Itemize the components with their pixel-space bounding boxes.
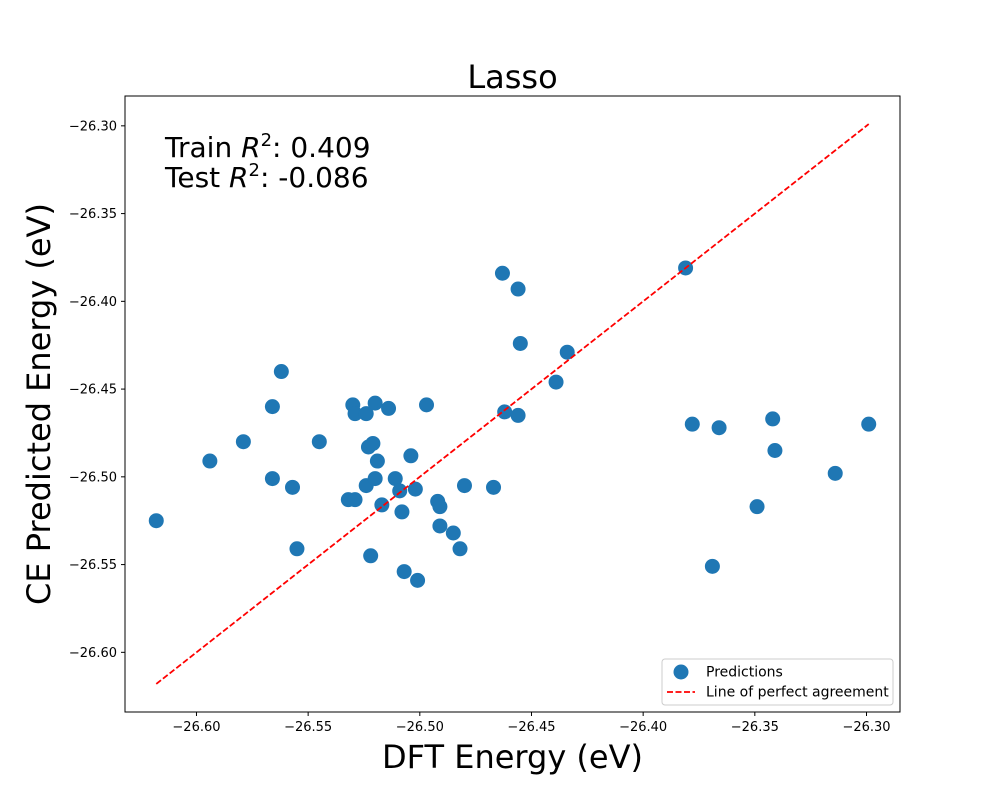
x-tick-label: −26.45 bbox=[507, 720, 555, 735]
data-point bbox=[510, 407, 526, 423]
legend-marker-predictions bbox=[673, 664, 689, 680]
data-point bbox=[358, 406, 374, 422]
data-point bbox=[749, 499, 765, 515]
annotation-prefix: Train bbox=[164, 131, 241, 164]
y-tick-label: −26.50 bbox=[69, 470, 117, 485]
x-tick-label: −26.30 bbox=[842, 720, 890, 735]
annotation-value: : 0.409 bbox=[272, 131, 371, 164]
y-tick-label: −26.55 bbox=[69, 558, 117, 573]
data-point bbox=[512, 335, 528, 351]
x-tick-label: −26.60 bbox=[172, 720, 220, 735]
data-point bbox=[363, 548, 379, 564]
data-point bbox=[407, 481, 423, 497]
x-tick-label: −26.40 bbox=[619, 720, 667, 735]
data-point bbox=[367, 395, 383, 411]
annotation-symbol: R bbox=[229, 161, 248, 194]
data-point bbox=[410, 572, 426, 588]
data-point bbox=[861, 416, 877, 432]
annotation-superscript: 2 bbox=[261, 130, 272, 151]
data-point bbox=[403, 448, 419, 464]
annotation-prefix: Test bbox=[164, 161, 229, 194]
data-point bbox=[381, 400, 397, 416]
data-point bbox=[494, 265, 510, 281]
data-point bbox=[452, 541, 468, 557]
data-point bbox=[684, 416, 700, 432]
data-point bbox=[235, 434, 251, 450]
legend-label-perfect-line: Line of perfect agreement bbox=[706, 685, 889, 701]
chart-title: Lasso bbox=[467, 58, 557, 96]
data-point bbox=[486, 479, 502, 495]
y-tick-label: −26.60 bbox=[69, 646, 117, 661]
data-point bbox=[432, 499, 448, 515]
data-point bbox=[827, 465, 843, 481]
legend: Predictions Line of perfect agreement bbox=[661, 658, 894, 706]
data-point bbox=[347, 406, 363, 422]
data-point bbox=[548, 374, 564, 390]
y-tick-label: −26.45 bbox=[69, 383, 117, 398]
plot-frame bbox=[124, 95, 901, 713]
y-tick-label: −26.35 bbox=[69, 207, 117, 222]
test-r2-annotation: Test R2: -0.086 bbox=[164, 160, 369, 194]
data-point bbox=[765, 411, 781, 427]
annotation-superscript: 2 bbox=[249, 160, 260, 181]
plot-area: −26.60 −26.55 −26.50 −26.45 −26.40 −26.35 −26.… bbox=[69, 95, 901, 735]
y-tick-label: −26.40 bbox=[69, 295, 117, 310]
x-tick-label: −26.55 bbox=[284, 720, 332, 735]
data-point bbox=[432, 518, 448, 534]
data-point bbox=[347, 492, 363, 508]
x-axis-label: DFT Energy (eV) bbox=[382, 738, 643, 776]
data-point bbox=[767, 443, 783, 459]
data-point bbox=[419, 397, 435, 413]
data-point bbox=[510, 281, 526, 297]
data-point bbox=[311, 434, 327, 450]
data-point bbox=[559, 344, 575, 360]
data-point bbox=[497, 404, 513, 420]
data-point bbox=[289, 541, 305, 557]
legend-box bbox=[661, 658, 894, 706]
data-point bbox=[367, 471, 383, 487]
y-axis-label: CE Predicted Energy (eV) bbox=[20, 203, 58, 605]
annotation-value: : -0.086 bbox=[260, 161, 369, 194]
data-point bbox=[365, 435, 381, 451]
annotation-symbol: R bbox=[241, 131, 260, 164]
y-tick-label: −26.30 bbox=[69, 119, 117, 134]
data-point bbox=[369, 453, 385, 469]
x-tick-label: −26.50 bbox=[396, 720, 444, 735]
perfect-agreement-line bbox=[155, 123, 870, 685]
train-r2-annotation: Train R2: 0.409 bbox=[164, 130, 371, 164]
data-point bbox=[456, 478, 472, 494]
data-point bbox=[148, 513, 164, 529]
data-point bbox=[392, 483, 408, 499]
data-point bbox=[264, 471, 280, 487]
data-point bbox=[387, 471, 403, 487]
x-tick-label: −26.35 bbox=[731, 720, 779, 735]
data-point bbox=[202, 453, 218, 469]
data-point bbox=[704, 558, 720, 574]
data-point bbox=[396, 564, 412, 580]
data-point bbox=[394, 504, 410, 520]
data-point bbox=[445, 525, 461, 541]
data-point bbox=[273, 364, 289, 380]
data-point bbox=[264, 399, 280, 415]
data-point bbox=[285, 479, 301, 495]
legend-label-predictions: Predictions bbox=[706, 665, 783, 681]
data-point bbox=[711, 420, 727, 436]
